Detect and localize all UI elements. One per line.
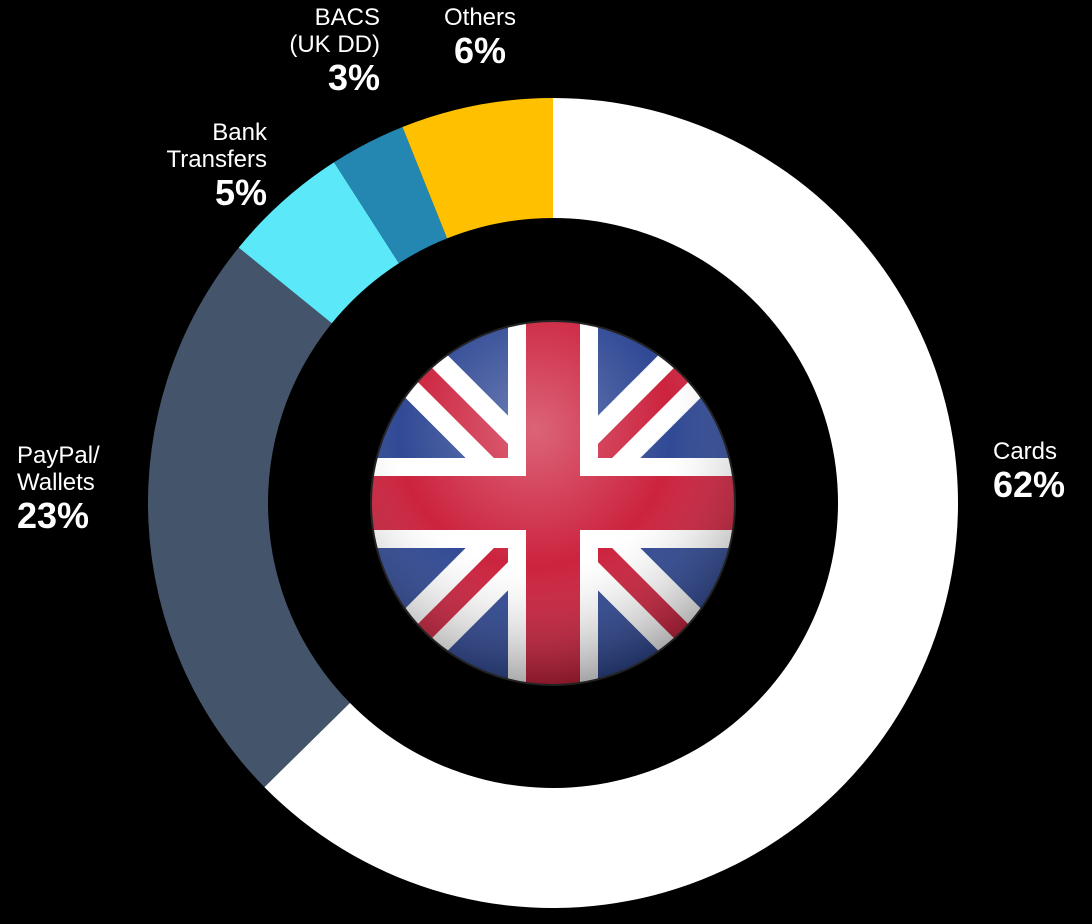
label-bacs-value: 3%	[327, 57, 380, 98]
donut-slices	[147, 98, 958, 909]
label-others: Others 6%	[420, 4, 540, 71]
slice-bacs-uk-dd	[334, 127, 448, 264]
slice-bank-transfers	[238, 162, 399, 324]
label-bacs-name: BACS (UK DD)	[289, 4, 380, 58]
slice-cards	[264, 98, 958, 909]
label-bacs: BACS (UK DD) 3%	[289, 4, 380, 98]
label-paypal-name: PayPal/ Wallets	[17, 442, 100, 496]
label-bank-transfers: Bank Transfers 5%	[167, 119, 267, 213]
label-cards-value: 62%	[993, 464, 1066, 505]
slice-paypal-wallets	[147, 247, 350, 788]
label-cards: Cards 62%	[993, 438, 1065, 505]
label-paypal: PayPal/ Wallets 23%	[17, 442, 100, 536]
label-others-name: Others	[443, 4, 517, 31]
label-bank-transfers-value: 5%	[214, 172, 267, 213]
label-paypal-value: 23%	[17, 495, 90, 536]
label-cards-name: Cards	[993, 438, 1058, 465]
label-bank-transfers-name: Bank Transfers	[166, 119, 267, 173]
slice-others	[402, 98, 553, 239]
label-others-value: 6%	[453, 30, 507, 71]
uk-flag-icon	[371, 321, 735, 685]
